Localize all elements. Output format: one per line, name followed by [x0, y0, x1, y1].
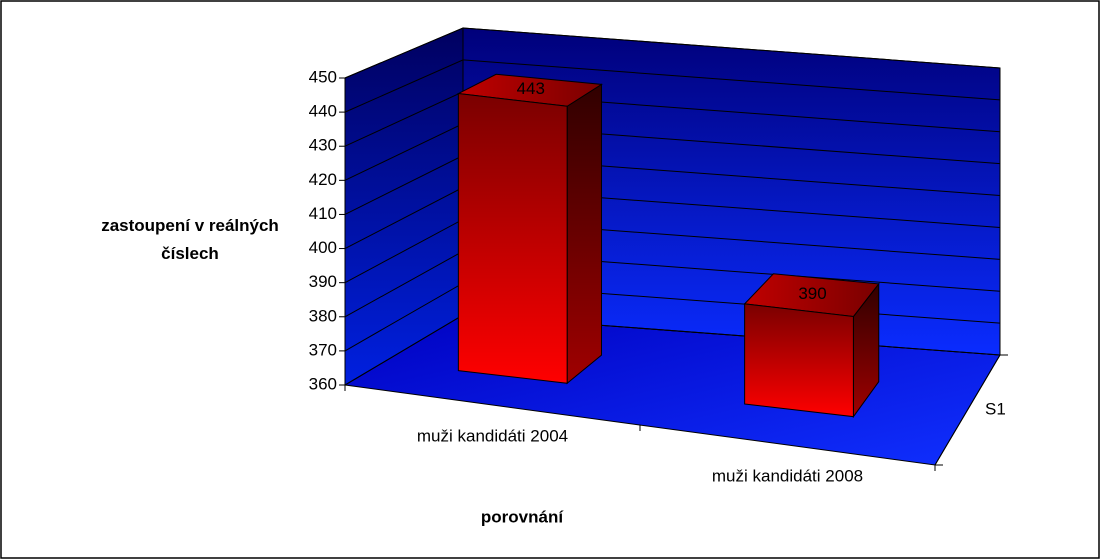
- y-tick-label: 410: [309, 204, 337, 223]
- y-tick-label: 400: [309, 238, 337, 257]
- depth-axis: [934, 354, 1001, 466]
- data-label: 443: [517, 79, 545, 98]
- x-tick-label: muži kandidáti 2004: [417, 426, 568, 445]
- series-label: S1: [985, 399, 1006, 418]
- y-tick-label: 430: [309, 136, 337, 155]
- y-tick-label: 450: [309, 67, 337, 86]
- x-tick-label: muži kandidáti 2008: [712, 466, 863, 485]
- y-axis-label: zastoupení v reálných číslech: [101, 216, 279, 263]
- y-tick-label: 390: [309, 272, 337, 291]
- y-tick-label: 440: [309, 102, 337, 121]
- y-tick-label: 380: [309, 306, 337, 325]
- data-label: 390: [798, 284, 826, 303]
- grid-line: [344, 59, 1001, 113]
- y-tick-label: 370: [309, 340, 337, 359]
- bar: [744, 303, 854, 418]
- grid-line: [344, 27, 1001, 79]
- bar: [457, 92, 568, 384]
- bar-side: [566, 83, 602, 385]
- y-tick-label: 420: [309, 170, 337, 189]
- y-tick-label: 360: [309, 374, 337, 393]
- x-axis-label: porovnání: [481, 507, 564, 526]
